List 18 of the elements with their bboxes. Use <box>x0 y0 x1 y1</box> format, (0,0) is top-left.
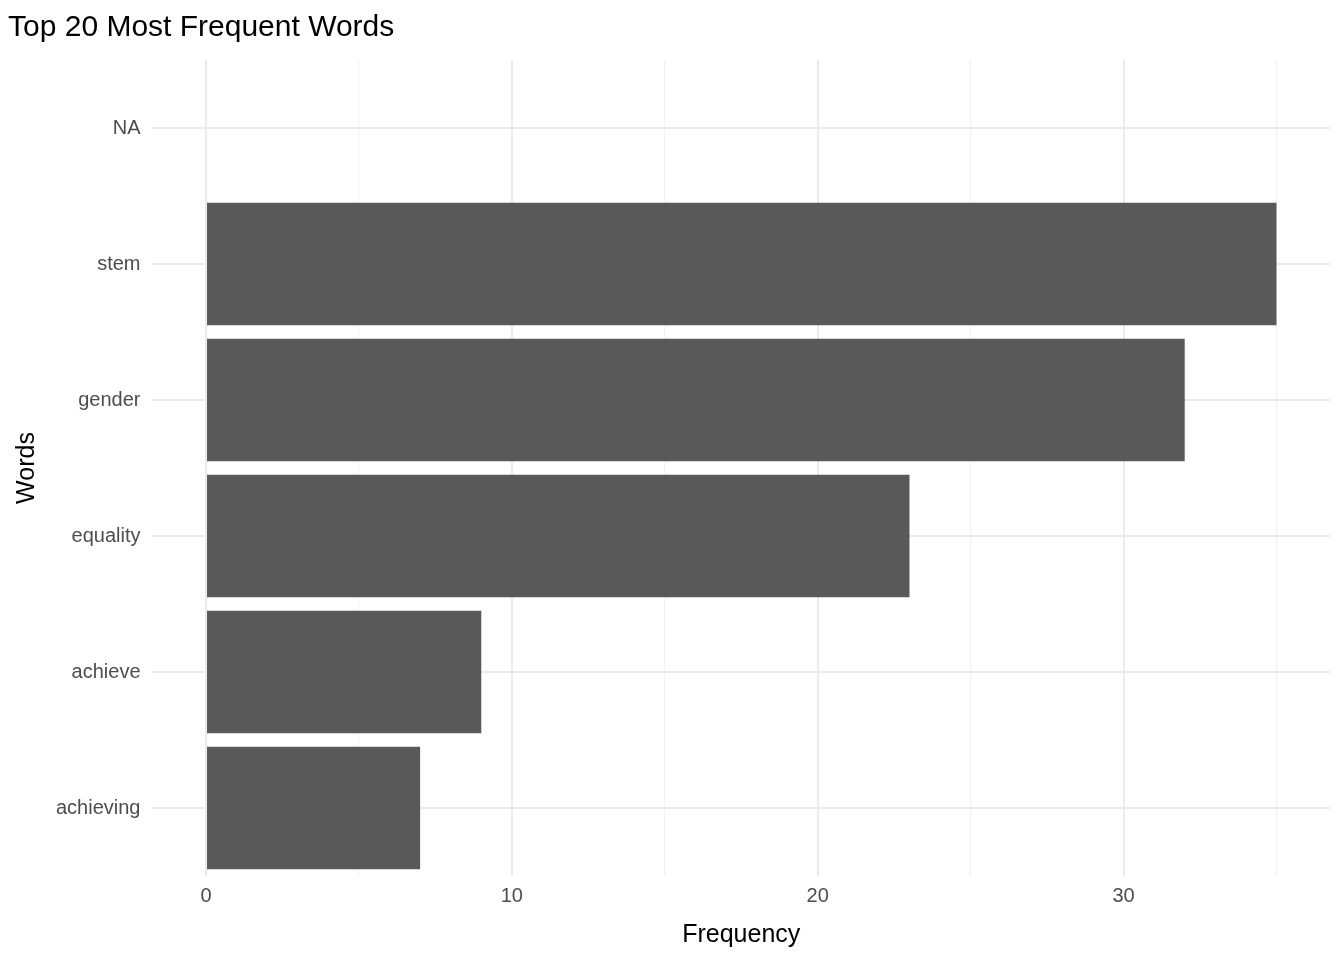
bar <box>207 338 1185 462</box>
bar <box>207 610 482 734</box>
y-axis-title: Words <box>10 432 39 504</box>
y-tick-label: achieving <box>55 795 141 818</box>
x-axis-title: Frequency <box>682 918 801 947</box>
y-tick-label: gender <box>78 387 141 410</box>
y-tick-label: NA <box>112 115 142 138</box>
y-tick-label: stem <box>97 251 141 274</box>
bar <box>207 202 1277 326</box>
x-tick-label: 20 <box>806 883 829 906</box>
bar <box>207 474 910 598</box>
x-tick-label: 30 <box>1112 883 1135 906</box>
y-tick-label: achieve <box>71 659 141 682</box>
x-tick-label: 0 <box>200 883 212 906</box>
bar <box>207 746 421 870</box>
chart-title: Top 20 Most Frequent Words <box>8 9 395 43</box>
y-tick-label: equality <box>71 523 141 546</box>
x-tick-label: 10 <box>500 883 523 906</box>
